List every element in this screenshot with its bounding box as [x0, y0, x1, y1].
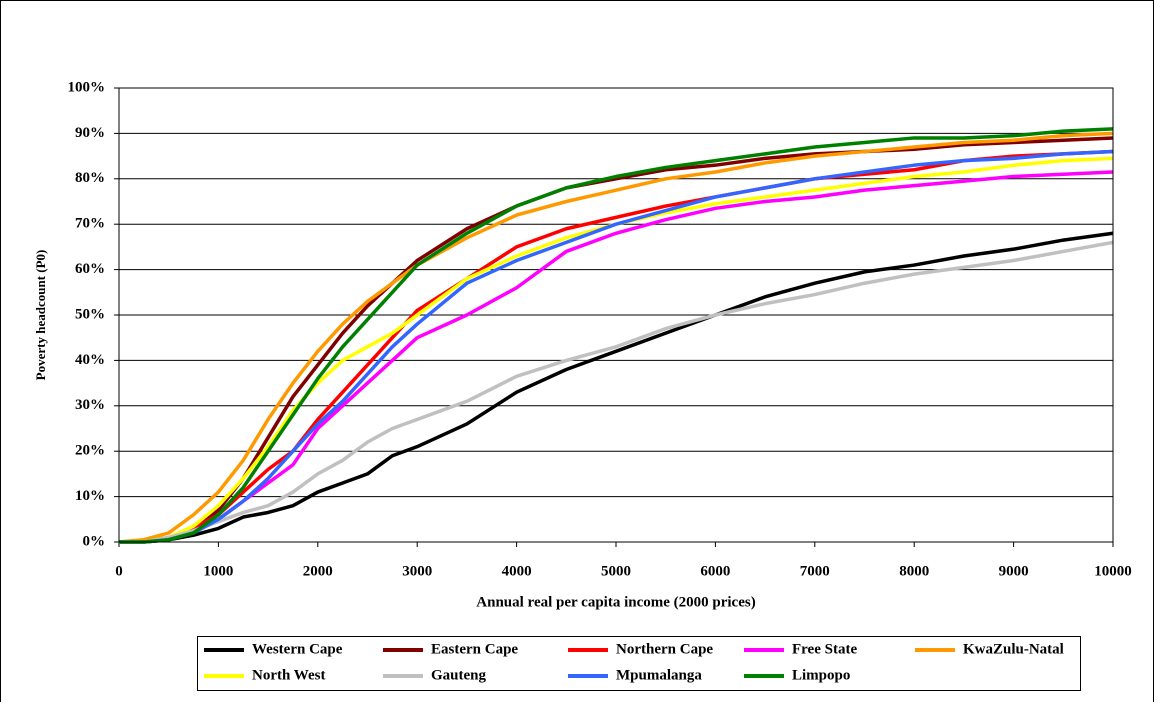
x-tick-label: 0 [115, 563, 123, 579]
y-axis-label: Poverty headcount (P0) [33, 250, 48, 381]
legend-label: Limpopo [792, 667, 850, 683]
y-tick-label: 100% [68, 79, 106, 95]
series-line [119, 156, 1114, 544]
x-tick-label: 2000 [303, 563, 333, 579]
y-tick-label: 20% [75, 443, 105, 459]
legend-label: KwaZulu-Natal [963, 641, 1064, 657]
x-tick-label: 9000 [999, 563, 1029, 579]
x-tick-label: 7000 [800, 563, 830, 579]
x-tick-label: 4000 [502, 563, 532, 579]
legend-label: Eastern Cape [431, 641, 518, 657]
series-line [119, 149, 1114, 544]
y-tick-label: 30% [75, 397, 105, 413]
x-tick-label: 3000 [402, 563, 432, 579]
legend-label: Western Cape [252, 641, 343, 657]
y-tick-label: 50% [75, 306, 105, 322]
legend-label: Gauteng [431, 667, 487, 683]
x-tick-label: 5000 [601, 563, 631, 579]
legend-label: Free State [792, 641, 857, 657]
x-tick-label: 1000 [203, 563, 233, 579]
legend-label: Mpumalanga [616, 667, 702, 683]
x-tick-label: 6000 [700, 563, 730, 579]
y-tick-label: 90% [75, 125, 105, 141]
series-line [119, 240, 1114, 544]
y-tick-label: 0% [83, 533, 106, 549]
x-tick-label: 8000 [899, 563, 929, 579]
y-tick-label: 40% [75, 352, 105, 368]
legend-label: Northern Cape [616, 641, 713, 657]
legend-label: North West [252, 667, 325, 683]
plot-border [118, 87, 1114, 543]
y-tick-label: 60% [75, 261, 105, 277]
x-tick-label: 10000 [1094, 563, 1132, 579]
series-line [119, 127, 1114, 544]
x-axis-label: Annual real per capita income (2000 pric… [476, 594, 755, 610]
series-line [118, 131, 1114, 544]
y-tick-label: 80% [75, 170, 105, 186]
legend-box [197, 636, 1081, 691]
y-tick-label: 10% [75, 488, 105, 504]
y-tick-label: 70% [75, 216, 105, 232]
series-line [119, 231, 1114, 544]
